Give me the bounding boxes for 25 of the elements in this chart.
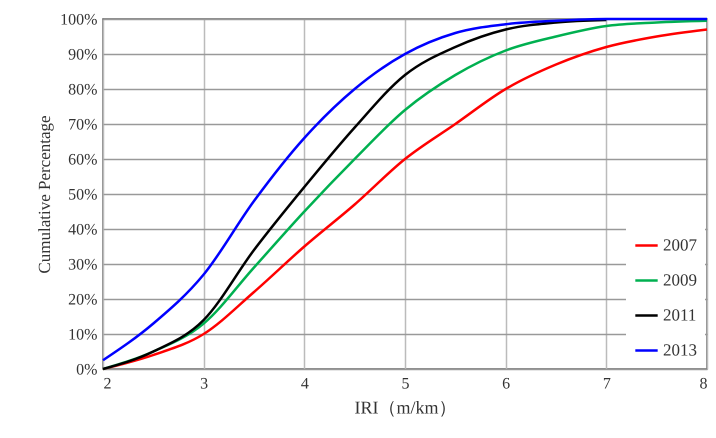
x-tick-label: 7 bbox=[602, 376, 611, 392]
y-axis-title: Cumulative Percentage bbox=[35, 115, 54, 274]
y-tick-label: 60% bbox=[68, 152, 98, 168]
y-tick-label: 100% bbox=[60, 12, 98, 28]
x-tick-label: 2 bbox=[104, 376, 112, 392]
line-series bbox=[102, 18, 608, 370]
legend-label: 2007 bbox=[663, 236, 698, 254]
y-tick-label: 20% bbox=[68, 292, 98, 308]
y-tick-label: 90% bbox=[68, 46, 98, 64]
x-axis-title: IRI（m/km） bbox=[354, 398, 456, 418]
y-tick-label: 30% bbox=[68, 256, 98, 274]
legend-label: 2013 bbox=[663, 340, 697, 360]
y-tick-label: 40% bbox=[68, 222, 98, 238]
x-tick-label: 8 bbox=[700, 376, 708, 392]
y-tick-label: 50% bbox=[68, 186, 98, 204]
y-tick-label: 10% bbox=[68, 326, 98, 344]
x-tick-label: 5 bbox=[402, 376, 410, 392]
y-tick-label: 80% bbox=[68, 82, 98, 98]
x-tick-label: 3 bbox=[200, 376, 208, 392]
legend-label: 2011 bbox=[663, 306, 696, 324]
x-tick-label: 6 bbox=[502, 376, 510, 392]
y-tick-label: 70% bbox=[68, 116, 98, 134]
legend-label: 2009 bbox=[663, 270, 697, 290]
y-tick-label: 0% bbox=[76, 362, 98, 378]
x-tick-label: 4 bbox=[300, 376, 309, 392]
